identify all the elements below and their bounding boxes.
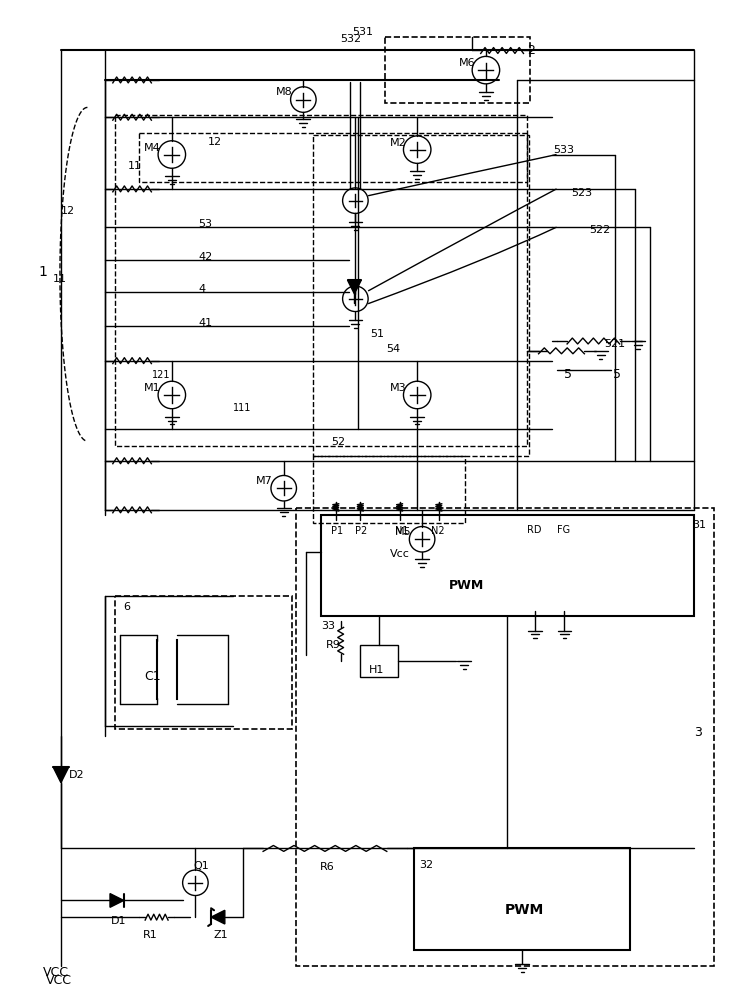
- Text: 533: 533: [554, 145, 574, 155]
- Text: Vcc: Vcc: [390, 549, 410, 559]
- Text: PWM: PWM: [448, 579, 484, 592]
- Text: M7: M7: [256, 476, 273, 486]
- Text: 11: 11: [53, 274, 67, 284]
- Text: M1: M1: [144, 383, 161, 393]
- Text: 522: 522: [589, 225, 610, 235]
- Text: 32: 32: [419, 860, 434, 870]
- Text: 1: 1: [38, 265, 47, 279]
- Bar: [314, 456, 465, 523]
- Bar: [360, 645, 398, 677]
- Text: 53: 53: [198, 219, 212, 229]
- Text: 42: 42: [198, 252, 212, 262]
- Text: M6: M6: [458, 58, 475, 68]
- Text: 54: 54: [386, 344, 400, 354]
- Text: C1: C1: [144, 670, 161, 683]
- Text: M2: M2: [390, 138, 406, 148]
- Text: VCC: VCC: [46, 974, 72, 987]
- Text: 11: 11: [128, 161, 142, 171]
- Text: 3: 3: [694, 726, 702, 739]
- Bar: [115, 115, 527, 446]
- Polygon shape: [110, 894, 124, 907]
- Text: 5: 5: [613, 368, 620, 381]
- Text: M8: M8: [276, 87, 292, 97]
- Polygon shape: [211, 910, 225, 924]
- Text: M3: M3: [390, 383, 406, 393]
- Text: 532: 532: [340, 34, 362, 44]
- Bar: [414, 848, 630, 950]
- Text: 52: 52: [331, 437, 345, 447]
- Text: 4: 4: [198, 284, 206, 294]
- Text: 121: 121: [152, 370, 171, 380]
- Text: 111: 111: [232, 403, 251, 413]
- Text: 33: 33: [321, 621, 335, 631]
- Text: H1: H1: [369, 665, 385, 675]
- Text: 5: 5: [565, 367, 572, 380]
- Text: FG: FG: [556, 525, 570, 535]
- Text: R6: R6: [320, 862, 334, 872]
- Bar: [296, 508, 713, 966]
- Polygon shape: [347, 280, 362, 294]
- Text: P2: P2: [356, 526, 368, 536]
- Text: 51: 51: [370, 329, 384, 339]
- Text: PWM: PWM: [505, 903, 544, 917]
- Text: 523: 523: [572, 188, 592, 198]
- Text: M4: M4: [144, 143, 161, 153]
- Text: R9: R9: [326, 640, 340, 650]
- Bar: [140, 133, 527, 182]
- Text: 6: 6: [123, 602, 130, 612]
- Text: Q1: Q1: [194, 861, 209, 871]
- Bar: [115, 596, 292, 729]
- Text: N2: N2: [431, 526, 445, 536]
- Bar: [321, 515, 694, 616]
- Text: D1: D1: [111, 916, 127, 926]
- Text: 531: 531: [352, 27, 374, 37]
- Text: Z1: Z1: [213, 930, 228, 940]
- Polygon shape: [53, 767, 69, 783]
- Text: RD: RD: [527, 525, 542, 535]
- Text: 521: 521: [604, 339, 625, 349]
- Text: P1: P1: [331, 526, 343, 536]
- Text: 12: 12: [209, 137, 222, 147]
- Text: 2: 2: [527, 44, 535, 57]
- Bar: [314, 135, 529, 456]
- Text: 12: 12: [61, 206, 75, 216]
- Text: N1: N1: [394, 526, 408, 536]
- Text: M5: M5: [394, 527, 411, 537]
- Text: VCC: VCC: [44, 966, 69, 979]
- Text: D2: D2: [69, 770, 85, 780]
- Bar: [385, 37, 530, 103]
- Text: 41: 41: [198, 318, 212, 328]
- Text: R1: R1: [142, 930, 158, 940]
- Text: 31: 31: [692, 520, 706, 530]
